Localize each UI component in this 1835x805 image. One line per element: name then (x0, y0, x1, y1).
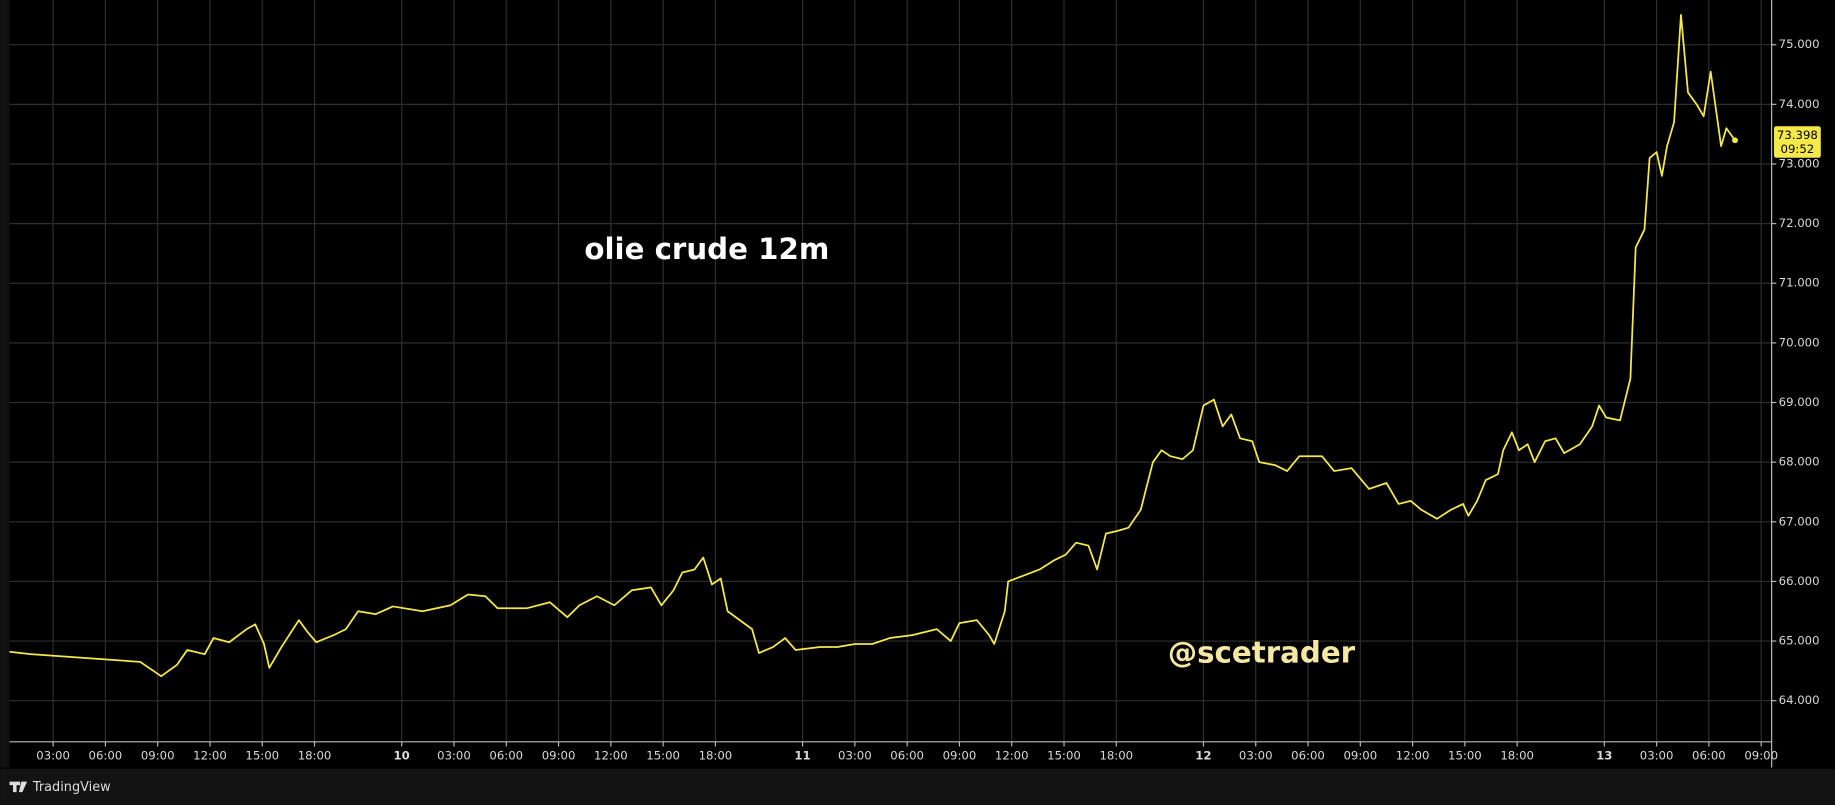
x-tick-label: 06:00 (1692, 748, 1726, 762)
x-tick-label: 12 (1195, 748, 1211, 762)
plot (9, 13, 1738, 678)
last-price-label: 73.398 (1777, 128, 1818, 142)
x-tick-label: 15:00 (1448, 748, 1482, 762)
x-tick-label: 09:00 (1343, 748, 1377, 762)
x-tick-label: 13 (1596, 748, 1612, 762)
x-tick-label: 03:00 (838, 748, 872, 762)
x-tick-label: 10 (394, 748, 410, 762)
x-tick-label: 03:00 (437, 748, 471, 762)
x-tick-label: 18:00 (1500, 748, 1534, 762)
x-tick-label: 06:00 (1291, 748, 1325, 762)
y-tick-label: 65.000 (1779, 634, 1820, 648)
x-tick-label: 09:00 (1744, 748, 1778, 762)
x-tick-label: 12:00 (995, 748, 1029, 762)
x-tick-label: 03:00 (1640, 748, 1674, 762)
left-strip (0, 0, 10, 768)
x-tick-label: 06:00 (89, 748, 123, 762)
chart-title: olie crude 12m (584, 232, 829, 266)
brand: TradingView (32, 780, 111, 795)
last-price-box (1773, 126, 1821, 158)
y-tick-label: 73.000 (1779, 156, 1820, 170)
x-tick-label: 12:00 (193, 748, 227, 762)
x-tick-label: 15:00 (245, 748, 279, 762)
y-tick-label: 71.000 (1779, 276, 1820, 290)
footer-bar (0, 768, 1835, 805)
last-price-time: 09:52 (1781, 142, 1815, 156)
x-tick-label: 11 (794, 748, 810, 762)
x-tick-label: 12:00 (594, 748, 628, 762)
x-tick-label: 06:00 (890, 748, 924, 762)
y-tick-label: 64.000 (1779, 693, 1820, 707)
x-tick-label: 09:00 (943, 748, 977, 762)
x-tick-label: 18:00 (1099, 748, 1133, 762)
x-tick-label: 09:00 (141, 748, 175, 762)
x-tick-label: 03:00 (1239, 748, 1273, 762)
y-tick-label: 67.000 (1779, 514, 1820, 528)
y-tick-label: 70.000 (1779, 335, 1820, 349)
y-tick-label: 66.000 (1779, 574, 1820, 588)
y-tick-label: 72.000 (1779, 216, 1820, 230)
grid (9, 0, 1772, 742)
last-point (1732, 137, 1738, 144)
price-line (9, 13, 1736, 678)
x-tick-label: 03:00 (36, 748, 70, 762)
y-tick-label: 69.000 (1779, 395, 1820, 409)
watermark: @scetrader (1168, 636, 1356, 670)
x-tick-label: 18:00 (298, 748, 332, 762)
brand-logo (9, 781, 28, 793)
x-tick-label: 15:00 (646, 748, 680, 762)
y-tick-label: 68.000 (1779, 455, 1820, 469)
x-tick-label: 06:00 (489, 748, 523, 762)
x-tick-label: 09:00 (542, 748, 576, 762)
y-tick-label: 74.000 (1779, 97, 1820, 111)
y-tick-label: 75.000 (1779, 37, 1820, 51)
x-tick-label: 18:00 (699, 748, 733, 762)
x-tick-label: 12:00 (1396, 748, 1430, 762)
x-tick-label: 15:00 (1047, 748, 1081, 762)
